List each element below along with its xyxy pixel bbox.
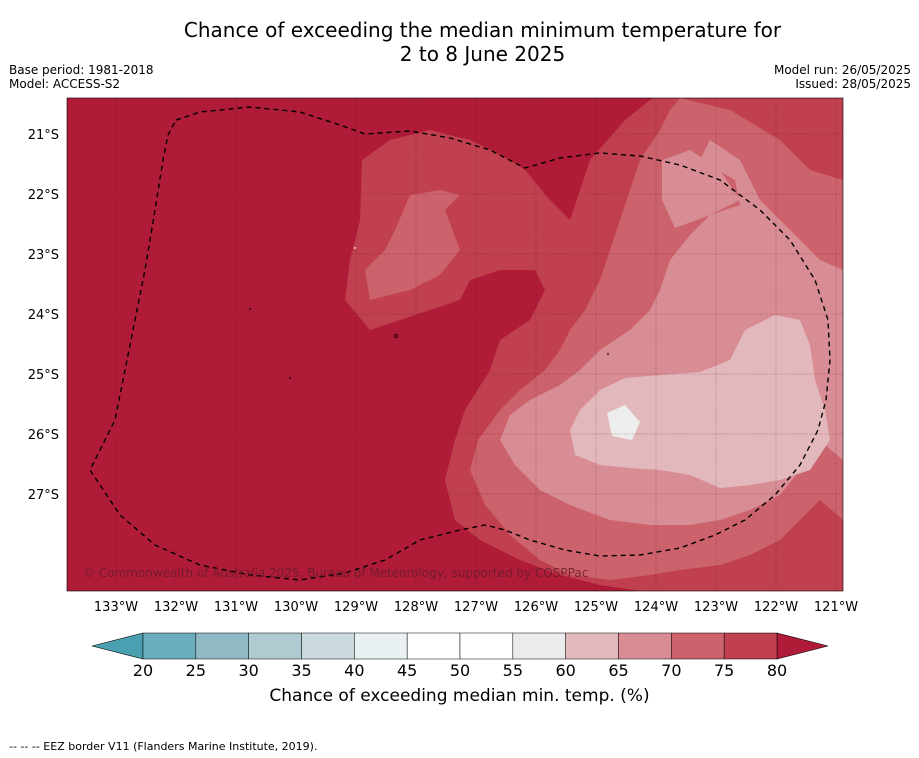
colorbar-segment xyxy=(195,632,249,660)
lat-label: 23°S xyxy=(28,248,59,263)
region-70-75-west xyxy=(365,190,460,300)
colorbar-tick-label: 75 xyxy=(714,661,734,680)
colorbar-label: Chance of exceeding median min. temp. (%… xyxy=(269,686,650,706)
colorbar-segment xyxy=(565,632,619,660)
colorbar-segment xyxy=(354,632,408,660)
lon-label: 128°W xyxy=(394,600,438,615)
base-period-text: Base period: 1981-2018 xyxy=(9,63,154,77)
colorbar-segment xyxy=(248,632,302,660)
colorbar-segment xyxy=(671,632,725,660)
lon-label: 130°W xyxy=(274,600,318,615)
map-frame xyxy=(66,97,844,592)
gridlines xyxy=(67,98,843,591)
colorbar-tick-label: 30 xyxy=(238,661,258,680)
colorbar-under-arrow xyxy=(91,632,144,660)
lat-label: 24°S xyxy=(28,308,59,323)
eez-border xyxy=(89,106,831,581)
lat-label: 25°S xyxy=(28,368,59,383)
lon-label: 126°W xyxy=(514,600,558,615)
lon-label: 131°W xyxy=(214,600,258,615)
lon-label: 125°W xyxy=(574,600,618,615)
colorbar-over-arrow xyxy=(776,632,829,660)
colorbar-segment xyxy=(301,632,355,660)
colorbar-segment xyxy=(406,632,461,660)
region-60-65 xyxy=(570,315,830,488)
colorbar-tick-label: 20 xyxy=(133,661,153,680)
model-text: Model: ACCESS-S2 xyxy=(9,77,121,91)
issued-text: Issued: 28/05/2025 xyxy=(795,77,911,91)
colorbar-tick-label: 70 xyxy=(661,661,681,680)
eez-legend-note: -- -- -- EEZ border V11 (Flanders Marine… xyxy=(9,740,318,753)
copyright-text: © Commonwealth of Australia 2025, Bureau… xyxy=(83,566,589,580)
longitude-axis: 133°W 132°W 131°W 130°W 129°W 128°W 127°… xyxy=(94,600,858,615)
lon-label: 123°W xyxy=(694,600,738,615)
lon-label: 121°W xyxy=(814,600,858,615)
colorbar-tick-label: 55 xyxy=(503,661,523,680)
latitude-axis: 21°S 22°S 23°S 24°S 25°S 26°S 27°S xyxy=(28,128,59,503)
meta-left: Base period: 1981-2018 Model: ACCESS-S2 xyxy=(9,63,154,91)
lon-label: 122°W xyxy=(754,600,798,615)
colorbar-segment xyxy=(459,632,514,660)
colorbar-segments xyxy=(142,632,778,660)
island-marker xyxy=(393,333,398,338)
colorbar-tick-label: 35 xyxy=(291,661,311,680)
colorbar-segment xyxy=(142,632,197,660)
colorbar-tick-label: 40 xyxy=(344,661,364,680)
colorbar-tick-label: 65 xyxy=(608,661,628,680)
colorbar-tick-label: 60 xyxy=(555,661,575,680)
title-line-1: Chance of exceeding the median minimum t… xyxy=(183,18,782,42)
colorbar-segment xyxy=(618,632,672,660)
lon-label: 129°W xyxy=(334,600,378,615)
lon-label: 127°W xyxy=(454,600,498,615)
lon-label: 124°W xyxy=(634,600,678,615)
region-55-60 xyxy=(607,405,640,440)
colorbar-tick-label: 25 xyxy=(186,661,206,680)
island-marker xyxy=(289,377,291,379)
chart-title: Chance of exceeding the median minimum t… xyxy=(0,18,919,66)
island-marker xyxy=(354,247,356,249)
colorbar-tick-label: 45 xyxy=(397,661,417,680)
lat-label: 21°S xyxy=(28,128,59,143)
lat-label: 22°S xyxy=(28,188,59,203)
colorbar-ticks: 20 25 30 35 40 45 50 55 60 65 70 75 80 xyxy=(133,661,787,680)
colorbar-segment xyxy=(723,632,778,660)
meta-right: Model run: 26/05/2025 Issued: 28/05/2025 xyxy=(774,63,911,91)
lat-label: 26°S xyxy=(28,428,59,443)
island-marker xyxy=(607,353,609,355)
title-line-2: 2 to 8 June 2025 xyxy=(399,42,566,66)
colorbar-segment xyxy=(512,632,566,660)
map-area xyxy=(67,98,843,591)
lat-label: 27°S xyxy=(28,488,59,503)
island-marker xyxy=(249,308,251,310)
colorbar: 20 25 30 35 40 45 50 55 60 65 70 75 80 xyxy=(91,632,829,680)
model-run-text: Model run: 26/05/2025 xyxy=(773,63,911,77)
lon-label: 132°W xyxy=(154,600,198,615)
region-65-70-north xyxy=(662,150,740,228)
colorbar-tick-label: 50 xyxy=(450,661,470,680)
lon-label: 133°W xyxy=(94,600,138,615)
colorbar-tick-label: 80 xyxy=(767,661,787,680)
